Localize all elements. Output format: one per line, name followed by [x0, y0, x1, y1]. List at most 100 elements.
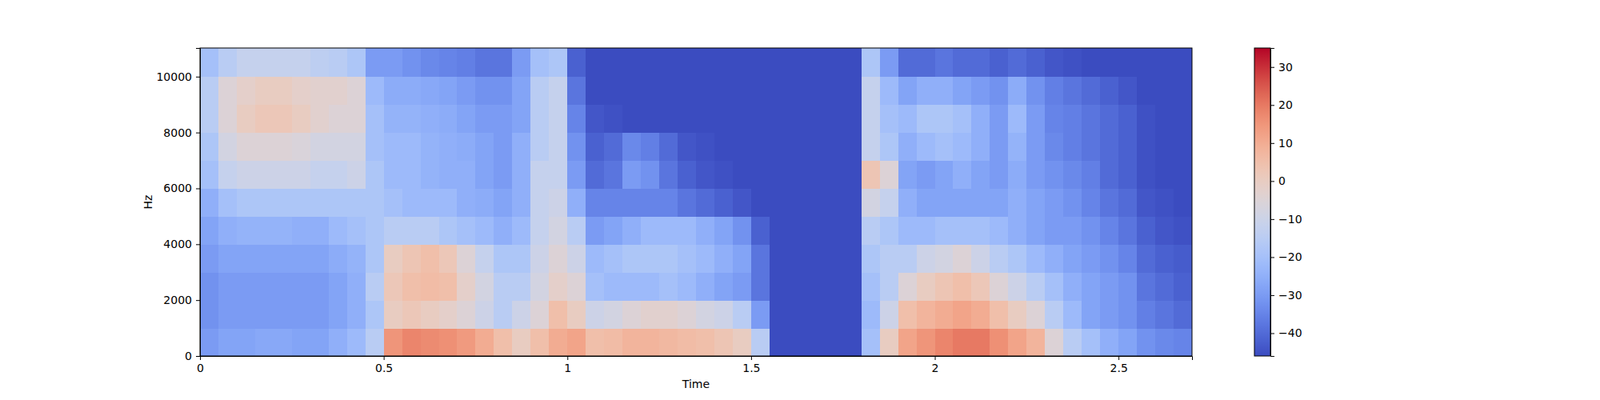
x-axis-title: Time — [681, 377, 710, 391]
cell — [585, 76, 604, 105]
cell — [806, 328, 825, 356]
cell — [420, 272, 440, 300]
cell — [1136, 300, 1156, 328]
y-tick-mark — [196, 188, 200, 189]
cell — [512, 328, 531, 356]
cell — [1063, 132, 1082, 161]
cell — [843, 328, 862, 356]
cell — [218, 76, 237, 105]
cell — [989, 104, 1008, 133]
cell — [567, 244, 586, 272]
cell — [640, 272, 660, 300]
cell — [585, 216, 604, 244]
colorbar-tick-label: −20 — [1278, 250, 1303, 264]
cell — [989, 188, 1008, 216]
cell — [384, 244, 403, 272]
cell — [843, 76, 862, 105]
cell — [916, 160, 936, 189]
cell — [880, 244, 899, 272]
y-tick-label: 10000 — [156, 70, 192, 84]
cell — [420, 48, 440, 77]
cell — [530, 76, 549, 105]
cell — [861, 216, 880, 244]
cell — [347, 76, 366, 105]
cell — [677, 160, 696, 189]
cell — [328, 160, 348, 189]
cell — [347, 160, 366, 189]
cell — [971, 76, 990, 105]
cell — [439, 300, 458, 328]
cell — [640, 300, 660, 328]
heatmap-cells — [200, 48, 1192, 356]
cell — [677, 132, 696, 161]
cell — [622, 300, 641, 328]
cell — [989, 132, 1008, 161]
cell — [548, 216, 568, 244]
cell — [1118, 244, 1137, 272]
cell — [788, 76, 807, 105]
cell — [512, 300, 531, 328]
cell — [384, 104, 403, 133]
cell — [824, 188, 844, 216]
cell — [567, 328, 586, 356]
cell — [439, 160, 458, 189]
cell — [218, 244, 237, 272]
cell — [530, 272, 549, 300]
cell — [1044, 188, 1064, 216]
y-tick-mark — [196, 132, 200, 134]
cell — [732, 300, 752, 328]
cell — [659, 328, 678, 356]
cell — [989, 160, 1008, 189]
cell — [493, 48, 512, 77]
cell — [714, 104, 733, 133]
cell — [677, 328, 696, 356]
cell — [402, 188, 421, 216]
cell — [1155, 76, 1174, 105]
cell — [328, 104, 348, 133]
cell — [952, 48, 972, 77]
cell — [732, 328, 752, 356]
cell — [273, 188, 292, 216]
colorbar-tick-mark — [1270, 180, 1275, 182]
cell — [769, 188, 788, 216]
cell — [1100, 160, 1119, 189]
cell — [1100, 272, 1119, 300]
cell — [310, 76, 329, 105]
cell — [236, 244, 256, 272]
cell — [1044, 104, 1064, 133]
cell — [420, 160, 440, 189]
cell — [493, 76, 512, 105]
cell — [310, 272, 329, 300]
cell — [200, 76, 219, 105]
cell — [952, 244, 972, 272]
cell — [1081, 132, 1100, 161]
cell — [530, 188, 549, 216]
cell — [916, 216, 936, 244]
cell — [310, 132, 329, 161]
cell — [1081, 244, 1100, 272]
cell — [1100, 76, 1119, 105]
cell — [347, 216, 366, 244]
colorbar-tick: −20 — [1270, 250, 1303, 264]
cell — [1155, 48, 1174, 77]
cell — [365, 48, 384, 77]
cell — [200, 216, 219, 244]
cell — [751, 104, 770, 133]
cell — [548, 300, 568, 328]
cell — [530, 104, 549, 133]
colorbar-axis: −40−30−20−100102030 — [1270, 48, 1303, 357]
cell — [696, 48, 715, 77]
cell — [1136, 216, 1156, 244]
cell — [456, 328, 476, 356]
cell — [1044, 328, 1064, 356]
cell — [916, 272, 936, 300]
y-tick-label: 6000 — [163, 181, 192, 195]
cell — [585, 244, 604, 272]
cell — [824, 160, 844, 189]
cell — [347, 272, 366, 300]
cell — [806, 216, 825, 244]
cell — [604, 244, 623, 272]
cell — [475, 328, 494, 356]
cell — [622, 76, 641, 105]
cell — [659, 188, 678, 216]
